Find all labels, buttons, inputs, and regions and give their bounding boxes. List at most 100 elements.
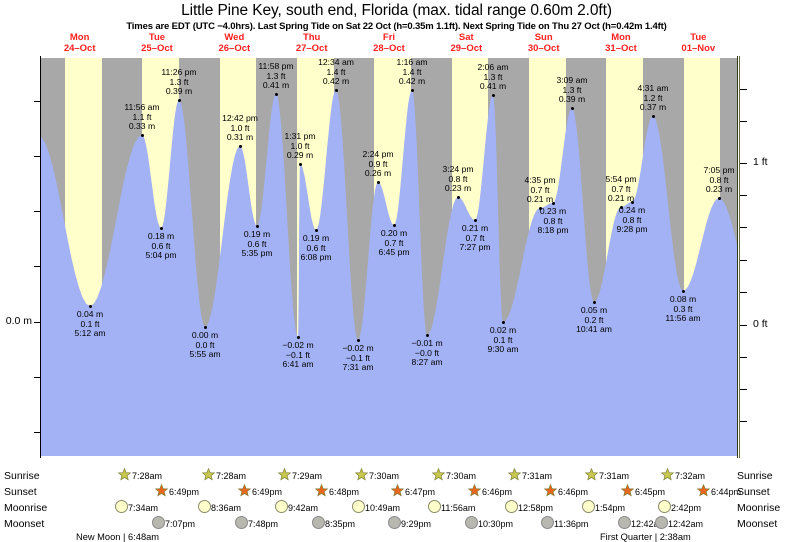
tide-annotation-line: 0.7 ft (611, 183, 631, 194)
astro-cell-moonrise: 2:42pm (658, 500, 701, 515)
tide-annotation-line: 0.21 m (607, 193, 635, 204)
tide-annotation-line: 0.19 m (243, 229, 271, 239)
tide-annotation-line: 6:08 pm (300, 252, 332, 263)
tide-annotation-low: 0.04 m 0.1 ft 5:12 am (30, 309, 150, 339)
tide-annotation-line: 12:34 am (318, 57, 354, 67)
tide-annotation-line: −0.01 m (411, 338, 443, 348)
tide-annotation-line: 2:24 pm (362, 149, 394, 159)
tide-point-marker (203, 325, 207, 329)
tide-annotation-line: 1.3 ft (169, 76, 189, 87)
left-axis-label: 0.0 m (5, 315, 32, 327)
tide-annotation-line: 0.18 m (147, 231, 175, 241)
tide-annotation-line: −0.1 ft (285, 349, 311, 360)
tide-annotation-line: 0.8 ft (543, 215, 563, 226)
tide-annotation-low: 0.19 m 0.6 ft 6:08 pm (256, 233, 376, 263)
astro-row-label-moonrise: Moonrise (4, 502, 48, 514)
astro-time: 12:58pm (518, 503, 554, 513)
tide-annotation-line: 0.23 m (539, 206, 567, 216)
tide-point-marker (651, 114, 655, 118)
day-header-row: Mon 24–Oct Tue 25–Oct Wed 26–Oct Thu 27–Oct Fri 2… (0, 32, 793, 56)
astro-cell-moonrise: 10:49am (352, 500, 400, 515)
tide-point-marker (314, 228, 318, 232)
tide-annotation-line: 1.3 ft (562, 84, 582, 95)
tide-annotation-high: 12:34 am 1.4 ft 0.42 m (276, 57, 396, 87)
astro-cell-sunrise: 7:30am (432, 468, 476, 483)
tide-annotation-low: 0.20 m 0.7 ft 6:45 pm (334, 228, 454, 258)
astro-cell-moonrise: 12:58pm (505, 500, 553, 515)
right-axis-label: 0 ft (753, 318, 768, 330)
astro-cell-moonrise: 8:36am (198, 500, 241, 515)
astro-time: 10:49am (365, 503, 401, 513)
tide-annotation-low: 0.08 m 0.3 ft 11:56 am (623, 294, 743, 324)
astro-time: 7:48pm (248, 519, 279, 529)
astro-time: 7:07pm (165, 519, 196, 529)
tide-annotation-line: −0.1 ft (345, 352, 371, 363)
day-header-4: Thu 27–Oct (273, 32, 350, 54)
day-name: Tue (148, 32, 166, 43)
tide-point-marker (296, 335, 300, 339)
left-axis-tick (34, 211, 41, 212)
day-date: 30–Oct (527, 43, 560, 54)
tide-annotation-line: 1.3 ft (266, 70, 286, 81)
astro-time: 11:56am (441, 503, 476, 513)
astro-cell-sunset: 6:48pm (315, 484, 359, 499)
tide-point-marker (88, 304, 92, 308)
astro-cell-moonrise: 7:34am (115, 500, 158, 515)
tide-point-marker (159, 226, 163, 230)
tide-point-marker (630, 200, 634, 204)
moon-icon (428, 500, 441, 513)
day-header-3: Wed 26–Oct (196, 32, 273, 54)
day-header-7: Sun 30–Oct (505, 32, 582, 54)
astro-cell-sunrise: 7:28am (118, 468, 162, 483)
astro-time: 7:31am (599, 471, 630, 481)
tide-annotation-low: 0.18 m 0.6 ft 5:04 pm (101, 231, 221, 261)
astro-time: 6:46pm (482, 487, 513, 497)
astro-cell-sunset: 6:49pm (238, 484, 282, 499)
tide-annotation-low: 0.21 m 0.7 ft 7:27 pm (415, 223, 535, 253)
moon-icon (152, 516, 165, 529)
tide-annotation-line: 11:56 am (124, 102, 160, 112)
tide-annotation-line: 4:31 am (637, 83, 669, 93)
tide-annotation-line: 0.23 m (705, 184, 733, 195)
astro-time: 7:34am (128, 503, 159, 513)
tide-annotation-line: 5:04 pm (145, 250, 177, 261)
day-header-5: Fri 28–Oct (350, 32, 427, 54)
tide-annotation-high: 5:54 pm 0.7 ft 0.21 m (561, 174, 681, 204)
tide-annotation-line: 6:41 am (282, 359, 314, 370)
day-header-8: Mon 31–Oct (582, 32, 659, 54)
day-header-9: Tue 01–Nov (660, 32, 737, 54)
tide-annotation-line: 0.2 ft (584, 314, 604, 325)
astro-cell-moonset: 7:48pm (235, 516, 278, 531)
moon-icon (505, 500, 518, 513)
astro-time: 12:42am (631, 519, 667, 529)
astro-table: Sunrise Sunrise Sunset Sunset Moonrise Moonri… (0, 460, 793, 542)
right-axis-tick (740, 89, 747, 90)
right-axis-tick (740, 357, 747, 358)
astro-cell-moonset: 7:07pm (152, 516, 195, 531)
tide-point-marker (491, 93, 495, 97)
tide-curve (41, 90, 737, 456)
astro-time: 6:48pm (329, 487, 360, 497)
astro-time: 8:36am (211, 503, 242, 513)
astro-cell-sunrise: 7:30am (355, 468, 399, 483)
astro-time: 2:42pm (671, 503, 702, 513)
tide-annotation-low: −0.02 m −0.1 ft 7:31 am (298, 343, 418, 373)
tide-annotation-line: 0.21 m (461, 223, 489, 233)
tide-annotation-line: 12:42 pm (222, 113, 258, 123)
tide-annotation-line: 0.05 m (580, 305, 608, 315)
tide-annotation-high: 1:31 pm 1.0 ft 0.29 m (240, 131, 360, 161)
tide-annotation-line: 0.8 ft (448, 173, 468, 184)
astro-time: 6:49pm (252, 487, 283, 497)
day-date: 27–Oct (295, 43, 328, 54)
right-axis-tick (740, 389, 747, 390)
astro-cell-sunset: 6:45pm (621, 484, 665, 499)
tide-point-marker (376, 180, 380, 184)
tide-point-marker (456, 195, 460, 199)
day-date: 29–Oct (450, 43, 483, 54)
page-title: Little Pine Key, south end, Florida (max… (181, 2, 612, 19)
astro-cell-sunrise: 7:31am (508, 468, 552, 483)
day-name: Wed (224, 32, 245, 43)
tide-annotation-line: 0.39 m (165, 86, 193, 97)
tide-annotation-line: 7:31 am (342, 362, 374, 373)
